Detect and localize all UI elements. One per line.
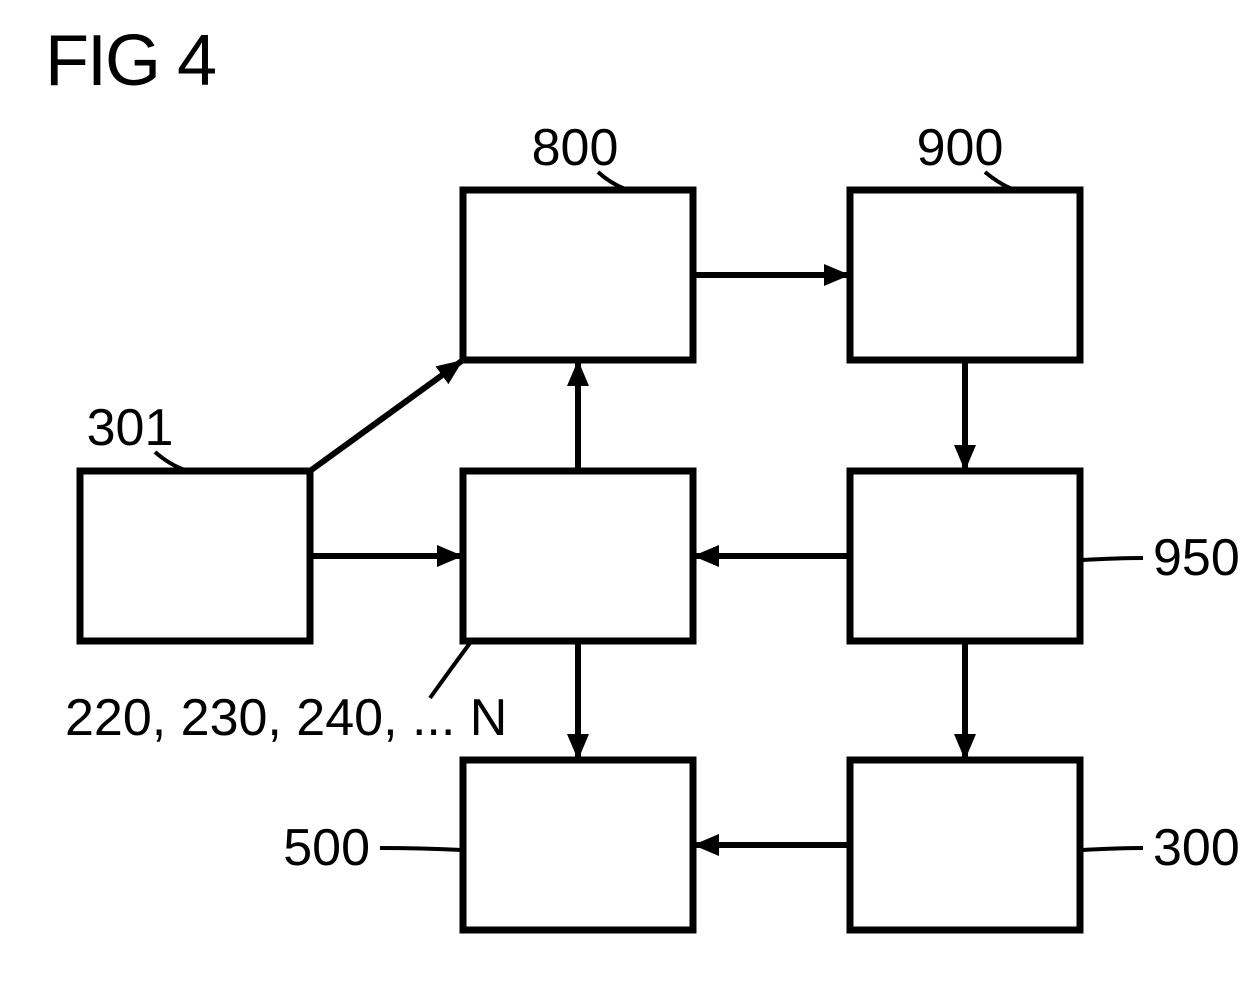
node-nMid: nMid bbox=[463, 471, 693, 641]
label-5: 500 bbox=[283, 819, 370, 877]
figure-label: FIG 4 bbox=[45, 21, 215, 101]
label-3: 950 bbox=[1153, 529, 1240, 587]
node-n800: n800 bbox=[463, 190, 693, 360]
label-0: 301 bbox=[87, 399, 174, 457]
node-n301: n301 bbox=[80, 471, 310, 641]
node-n500: n500 bbox=[463, 760, 693, 930]
label-leader-5 bbox=[380, 848, 462, 850]
node-n300: n300 bbox=[850, 760, 1080, 930]
label-4: 300 bbox=[1153, 819, 1240, 877]
node-n950: n950 bbox=[850, 471, 1080, 641]
label-leader-4 bbox=[1082, 848, 1143, 850]
label-2: 900 bbox=[917, 119, 1004, 177]
label-1: 800 bbox=[532, 119, 619, 177]
nodes-layer: n301 nMid n950 n800 n900 n500 n300 bbox=[80, 190, 1080, 930]
node-n900: n900 bbox=[850, 190, 1080, 360]
label-leader-3 bbox=[1082, 558, 1143, 560]
figure-label-text: FIG 4 bbox=[45, 21, 215, 101]
edge-n301-n800 bbox=[310, 360, 463, 471]
label-6: 220, 230, 240, ... N bbox=[65, 689, 507, 747]
